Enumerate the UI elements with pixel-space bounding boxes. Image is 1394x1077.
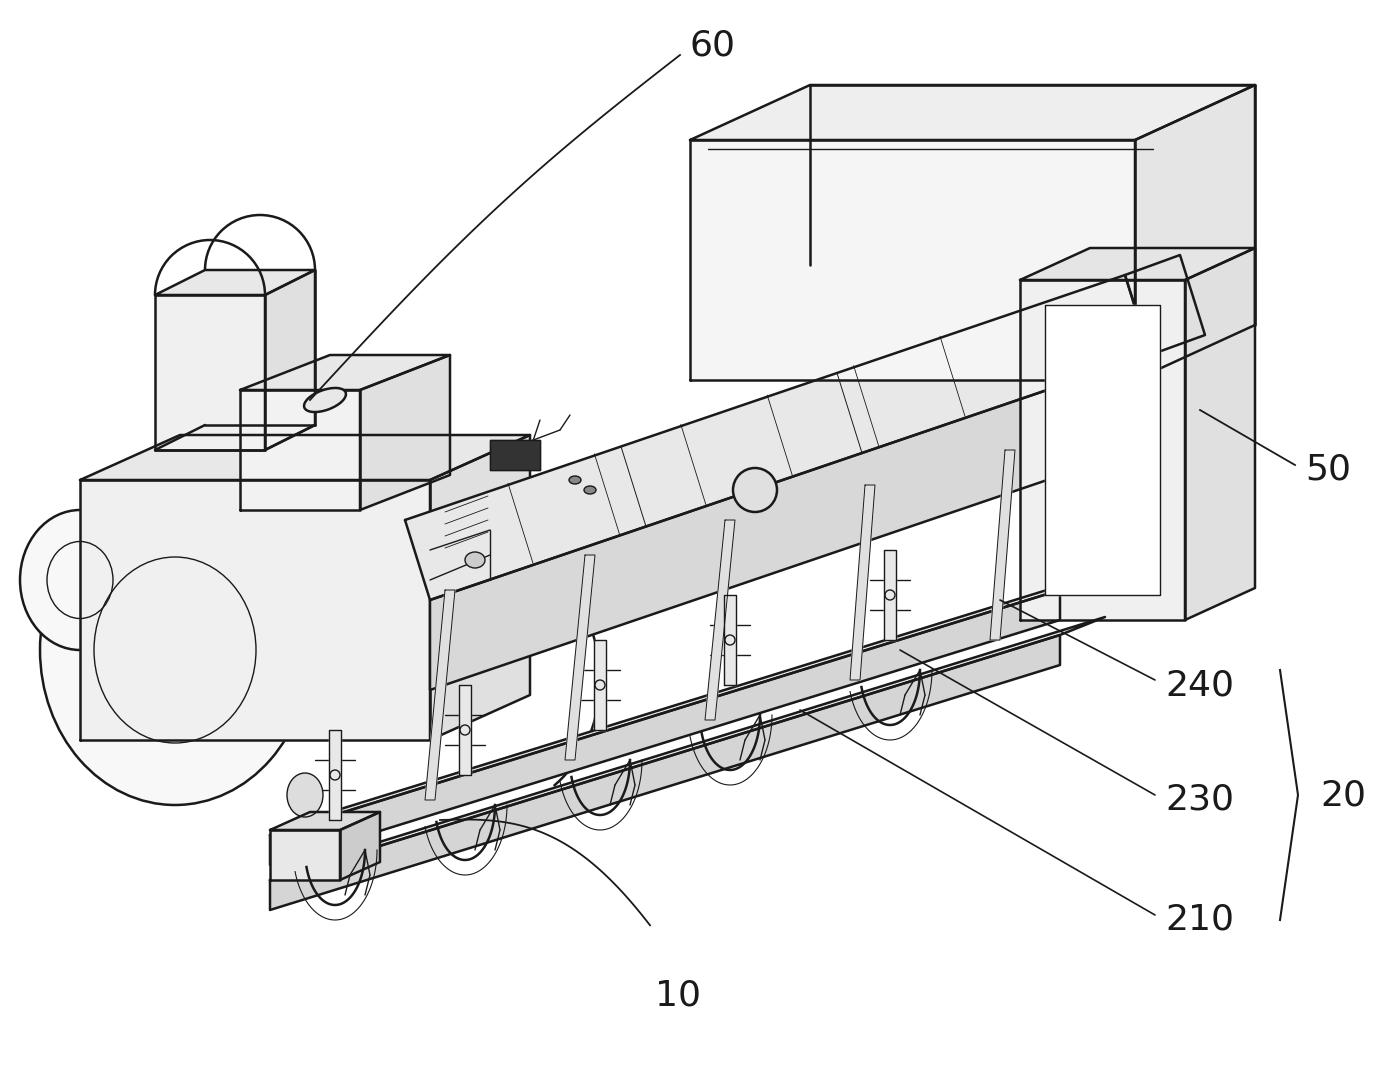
Polygon shape <box>1020 280 1185 620</box>
Polygon shape <box>240 355 450 390</box>
Polygon shape <box>270 590 1059 865</box>
Polygon shape <box>594 640 606 730</box>
Polygon shape <box>270 635 1059 910</box>
Text: 20: 20 <box>1320 778 1366 812</box>
Ellipse shape <box>40 495 309 805</box>
Polygon shape <box>1020 248 1255 280</box>
Polygon shape <box>79 435 530 480</box>
Polygon shape <box>406 275 1150 600</box>
Polygon shape <box>884 550 896 640</box>
Ellipse shape <box>569 476 581 484</box>
Polygon shape <box>690 140 1135 380</box>
Polygon shape <box>990 450 1015 640</box>
Text: 60: 60 <box>690 28 736 62</box>
Ellipse shape <box>304 388 346 412</box>
Ellipse shape <box>287 773 323 817</box>
Ellipse shape <box>584 486 597 494</box>
Polygon shape <box>340 812 381 880</box>
Polygon shape <box>155 270 315 295</box>
Polygon shape <box>429 355 1150 690</box>
Text: 210: 210 <box>1165 903 1234 937</box>
Polygon shape <box>329 730 342 820</box>
Text: 230: 230 <box>1165 783 1234 817</box>
Text: 240: 240 <box>1165 668 1234 702</box>
Ellipse shape <box>20 510 139 651</box>
Ellipse shape <box>733 468 776 512</box>
Polygon shape <box>1185 248 1255 620</box>
Polygon shape <box>265 270 315 450</box>
Polygon shape <box>723 595 736 685</box>
Polygon shape <box>270 617 1105 880</box>
Polygon shape <box>850 485 875 680</box>
Polygon shape <box>270 830 340 880</box>
Polygon shape <box>1046 305 1160 595</box>
Polygon shape <box>429 435 530 740</box>
Polygon shape <box>491 440 539 470</box>
Polygon shape <box>360 355 450 510</box>
Polygon shape <box>705 520 735 721</box>
Polygon shape <box>270 812 381 830</box>
Polygon shape <box>1135 85 1255 380</box>
Text: 50: 50 <box>1305 453 1351 487</box>
Polygon shape <box>690 85 1255 140</box>
Polygon shape <box>79 480 429 740</box>
Text: 10: 10 <box>655 978 701 1012</box>
Polygon shape <box>270 572 1105 835</box>
Polygon shape <box>1125 255 1204 355</box>
Polygon shape <box>565 555 595 760</box>
Ellipse shape <box>466 553 485 568</box>
Polygon shape <box>240 390 360 510</box>
Polygon shape <box>425 590 454 800</box>
Polygon shape <box>155 295 265 450</box>
Polygon shape <box>459 685 471 775</box>
